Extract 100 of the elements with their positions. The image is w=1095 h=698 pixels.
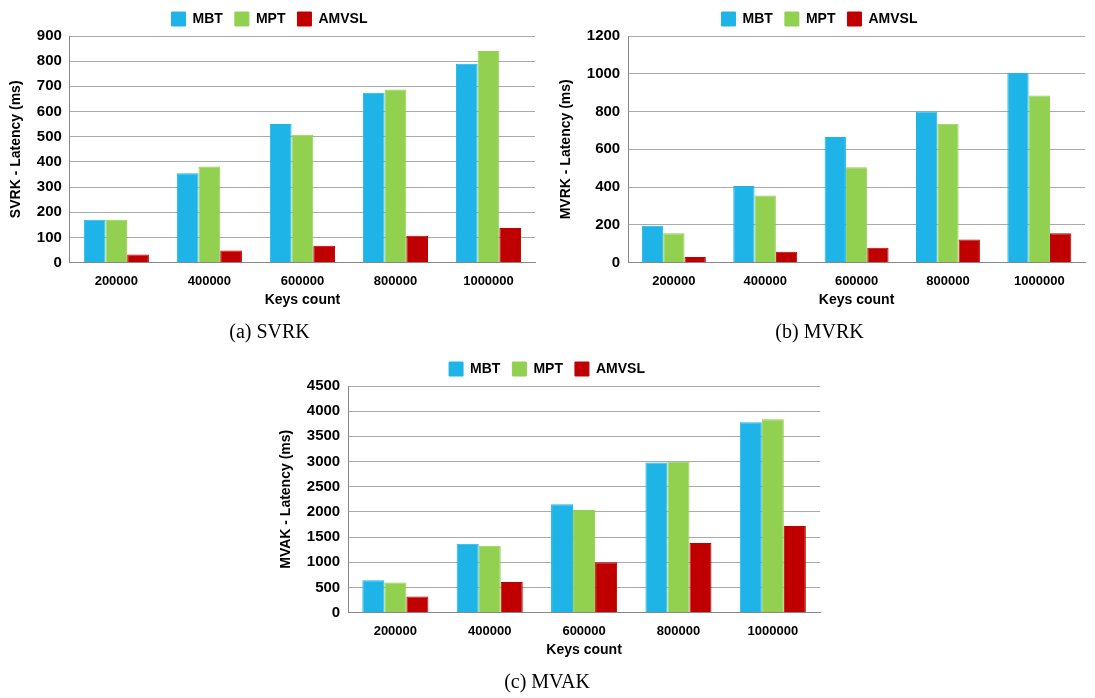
legend-label: MBT	[470, 359, 501, 376]
y-tick-label: 0	[53, 252, 62, 270]
legend-label: MPT	[805, 9, 836, 26]
bar	[1007, 72, 1029, 263]
y-axis-title: SVRK - Latency (ms)	[7, 80, 24, 219]
bar	[684, 256, 706, 263]
bar	[127, 254, 149, 263]
y-tick-label: 400	[595, 177, 621, 195]
y-tick-label: 0	[611, 252, 621, 270]
bar	[384, 582, 407, 613]
bar	[105, 219, 128, 263]
y-tick-label: 3500	[306, 426, 341, 444]
text: (b) MVRK	[775, 320, 865, 344]
y-tick-label: 3000	[306, 451, 341, 469]
x-tick-label: 400000	[468, 622, 512, 638]
bar	[500, 581, 523, 613]
y-axis-title: MVAK - Latency (ms)	[277, 429, 294, 569]
x-tick-label: 1000000	[747, 622, 799, 638]
y-tick-label: 500	[315, 577, 341, 595]
legend-label: MBT	[192, 9, 224, 26]
y-tick-label: 500	[36, 126, 62, 144]
y-tick-label: 4500	[306, 376, 341, 394]
bar	[754, 195, 776, 263]
bar	[761, 419, 784, 613]
bar	[689, 543, 712, 613]
bar	[198, 166, 221, 263]
x-tick-label: 600000	[834, 272, 879, 288]
bar	[641, 225, 664, 263]
x-tick-label: 600000	[562, 622, 606, 638]
x-tick-label: 800000	[926, 272, 970, 288]
bar	[220, 250, 242, 263]
x-tick-label: 400000	[187, 272, 232, 288]
x-tick-label: 400000	[743, 272, 787, 288]
text: (a) SVRK	[229, 320, 311, 344]
bar	[573, 509, 596, 613]
y-tick-label: 700	[36, 76, 62, 94]
legend-label: MBT	[742, 9, 774, 26]
bar	[478, 545, 501, 613]
legend-label: MPT	[255, 9, 286, 26]
y-tick-label: 200	[36, 202, 62, 220]
y-tick-label: 300	[36, 177, 62, 195]
bar	[313, 245, 335, 263]
x-tick-label: 800000	[656, 622, 701, 638]
y-tick-label: 4000	[306, 401, 341, 419]
legend-label: AMVSL	[868, 9, 918, 26]
bar	[595, 562, 618, 613]
bar	[83, 219, 106, 263]
text: (c) MVAK	[504, 670, 591, 694]
y-tick-label: 800	[595, 101, 621, 119]
y-tick-label: 1500	[306, 527, 341, 545]
bar	[663, 233, 685, 263]
x-axis-title: Keys count	[264, 291, 341, 308]
bar	[775, 251, 798, 263]
bar	[824, 137, 846, 263]
x-tick-label: 800000	[373, 272, 418, 288]
bar	[739, 422, 762, 613]
y-tick-label: 0	[331, 602, 341, 620]
bar	[937, 123, 959, 263]
bar	[667, 461, 690, 613]
bar	[269, 124, 292, 263]
x-tick-label: 200000	[652, 272, 696, 288]
bar	[1028, 95, 1050, 263]
y-tick-label: 900	[36, 26, 62, 44]
bar	[455, 63, 478, 263]
x-tick-label: 1000000	[463, 272, 514, 288]
y-tick-label: 600	[36, 101, 62, 119]
x-axis-title: Keys count	[546, 641, 623, 658]
x-tick-label: 200000	[373, 622, 418, 638]
y-tick-label: 600	[595, 139, 621, 157]
y-tick-label: 100	[36, 227, 62, 245]
y-tick-label: 2000	[306, 502, 341, 520]
bar	[456, 543, 479, 613]
legend-label: AMVSL	[595, 359, 646, 376]
bar	[291, 134, 314, 263]
x-axis-title: Keys count	[818, 291, 895, 308]
y-tick-label: 2500	[306, 476, 341, 494]
x-tick-label: 1000000	[1014, 272, 1065, 288]
y-tick-label: 1000	[586, 63, 621, 81]
legend-label: MPT	[533, 359, 564, 376]
x-tick-label: 200000	[94, 272, 139, 288]
bar	[958, 239, 980, 263]
bar	[362, 580, 385, 613]
bar	[1049, 233, 1072, 263]
bar	[867, 247, 889, 263]
y-axis-title: MVRK - Latency (ms)	[557, 79, 574, 220]
x-tick-label: 600000	[280, 272, 325, 288]
bar	[499, 228, 522, 263]
y-tick-label: 400	[36, 152, 62, 170]
bar	[645, 462, 668, 613]
bar	[915, 111, 938, 263]
y-tick-label: 800	[36, 51, 62, 69]
y-tick-label: 1000	[306, 552, 341, 570]
bar	[384, 89, 407, 263]
y-tick-label: 200	[595, 214, 621, 232]
legend-label: AMVSL	[318, 9, 368, 26]
bar	[406, 596, 429, 613]
bar	[783, 525, 806, 613]
bar	[733, 186, 755, 263]
bar	[176, 173, 199, 263]
bar	[362, 92, 385, 263]
